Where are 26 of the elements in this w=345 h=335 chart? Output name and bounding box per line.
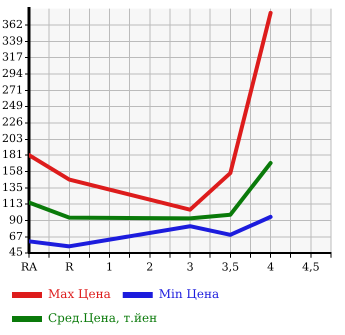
x-tick-label: RA (20, 260, 38, 274)
y-tick-label: 45 (8, 246, 23, 259)
y-tick-label: 271 (2, 83, 23, 96)
legend-label: Сред.Цена, т.йен (48, 311, 158, 326)
y-tick-label: 339 (2, 34, 23, 48)
y-tick-label: 362 (2, 18, 23, 31)
y-tick-label: 67 (8, 230, 23, 243)
x-tick-label: 1 (106, 260, 114, 274)
y-tick-label: 249 (2, 99, 23, 112)
y-tick-label: 181 (2, 148, 23, 161)
y-tick-label: 158 (2, 164, 23, 178)
y-tick-label: 226 (2, 116, 23, 129)
y-tick-label: 317 (2, 50, 23, 64)
x-tick-label: 4 (267, 260, 274, 274)
legend-label: Min Цена (158, 287, 220, 302)
x-tick-label: R (65, 260, 74, 274)
x-tick-label: 2 (146, 260, 154, 274)
x-tick-label: 3 (186, 260, 194, 274)
y-tick-label: 113 (2, 196, 23, 210)
legend-label: Max Цена (48, 287, 111, 302)
y-tick-label: 203 (2, 132, 23, 146)
y-tick-label: 294 (2, 66, 23, 80)
x-tick-label: 4,5 (302, 260, 320, 274)
y-tick-label: 90 (8, 213, 23, 226)
x-tick-label: 3,5 (222, 260, 240, 274)
y-tick-label: 135 (2, 181, 23, 194)
